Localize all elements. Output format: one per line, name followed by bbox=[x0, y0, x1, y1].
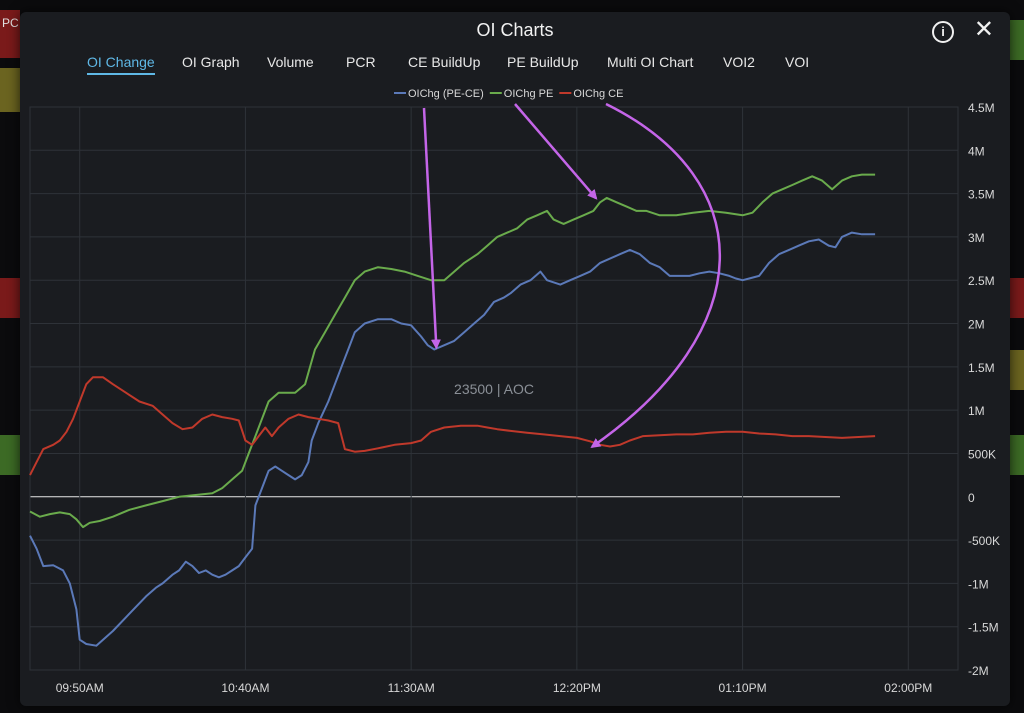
y-tick-label: 4.5M bbox=[968, 101, 995, 115]
y-tick-label: 2M bbox=[968, 318, 985, 332]
background-red-strip bbox=[0, 278, 20, 318]
close-icon[interactable]: ✕ bbox=[973, 16, 994, 43]
background-label: PC bbox=[2, 16, 19, 30]
series-line-oichg-pe-ce[interactable] bbox=[29, 231, 876, 647]
legend-entry-oichg-pe[interactable]: OIChg PE bbox=[504, 88, 554, 100]
background-green-strip bbox=[1010, 435, 1024, 475]
x-tick-label: 01:10PM bbox=[719, 681, 767, 695]
y-tick-label: -1M bbox=[968, 577, 989, 591]
legend-entry-oichg-ce[interactable]: OIChg CE bbox=[573, 88, 623, 100]
tab-pcr[interactable]: PCR bbox=[346, 54, 376, 70]
series-line-oichg-pe[interactable] bbox=[29, 173, 876, 529]
annotation-arrow bbox=[422, 107, 441, 350]
tab-voi[interactable]: VOI bbox=[785, 54, 810, 70]
y-tick-label: -2M bbox=[968, 664, 989, 678]
chart-watermark: 23500 | AOC bbox=[454, 381, 534, 397]
tab-volume[interactable]: Volume bbox=[267, 54, 314, 70]
y-tick-label: -500K bbox=[968, 534, 1000, 548]
tab-oi-graph[interactable]: OI Graph bbox=[182, 54, 240, 70]
background-olive-strip bbox=[1010, 350, 1024, 390]
plot-frame bbox=[29, 106, 959, 671]
tab-ce-buildup[interactable]: CE BuildUp bbox=[408, 54, 481, 70]
x-tick-label: 09:50AM bbox=[56, 681, 104, 695]
y-tick-label: -1.5M bbox=[968, 621, 999, 635]
oi-charts-modal: OI Charts i ✕ OI Change OI Graph Volume … bbox=[20, 12, 1010, 706]
tab-voi2[interactable]: VOI2 bbox=[723, 54, 755, 70]
x-tick-label: 02:00PM bbox=[884, 681, 932, 695]
background-green-strip bbox=[0, 435, 20, 475]
tab-pe-buildup[interactable]: PE BuildUp bbox=[507, 54, 579, 70]
tab-oi-change[interactable]: OI Change bbox=[87, 54, 155, 75]
background-red-strip bbox=[0, 10, 20, 58]
info-icon[interactable]: i bbox=[932, 21, 954, 43]
x-tick-label: 11:30AM bbox=[388, 681, 435, 695]
y-tick-label: 3M bbox=[968, 231, 985, 245]
y-tick-label: 4M bbox=[968, 144, 985, 158]
legend-entry-oichg-pe-ce[interactable]: OIChg (PE-CE) bbox=[408, 88, 484, 100]
y-tick-label: 500K bbox=[968, 447, 996, 461]
modal-title: OI Charts bbox=[476, 20, 554, 40]
series-line-oichg-ce[interactable] bbox=[29, 376, 876, 476]
background-olive-strip bbox=[0, 68, 20, 112]
y-tick-label: 0 bbox=[968, 491, 975, 505]
y-tick-label: 1.5M bbox=[968, 361, 995, 375]
y-tick-label: 2.5M bbox=[968, 274, 995, 288]
y-tick-label: 3.5M bbox=[968, 188, 995, 202]
tab-multi-oi-chart[interactable]: Multi OI Chart bbox=[607, 54, 694, 70]
background-green-strip bbox=[1010, 20, 1024, 60]
x-tick-label: 12:20PM bbox=[553, 681, 601, 695]
annotation-arrow bbox=[514, 103, 598, 200]
background-red-strip bbox=[1010, 278, 1024, 318]
y-tick-label: 1M bbox=[968, 404, 985, 418]
x-tick-label: 10:40AM bbox=[221, 681, 269, 695]
annotation-arrow bbox=[590, 102, 722, 448]
